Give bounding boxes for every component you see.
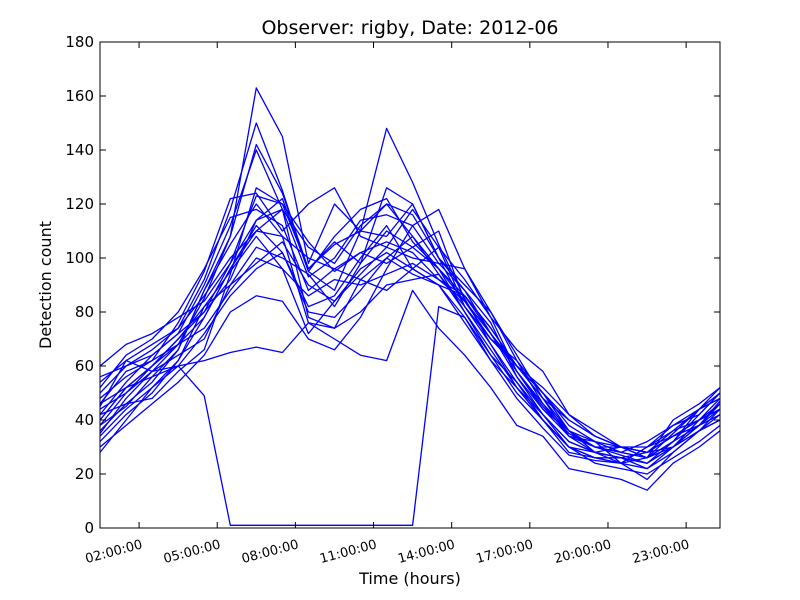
y-tick-label: 20 — [75, 465, 94, 483]
y-tick-label: 60 — [75, 357, 94, 375]
series-line-16 — [100, 208, 720, 459]
series-line-21 — [100, 203, 720, 454]
series-line-15 — [100, 289, 720, 491]
chart-title: Observer: rigby, Date: 2012-06 — [261, 17, 558, 39]
series-line-19 — [100, 208, 720, 464]
series-line-22 — [100, 241, 720, 464]
y-axis-label: Detection count — [36, 221, 55, 349]
y-tick-label: 160 — [65, 87, 94, 105]
y-tick-label: 120 — [65, 195, 94, 213]
y-tick-label: 80 — [75, 303, 94, 321]
y-tick-label: 180 — [65, 33, 94, 51]
y-tick-label: 0 — [84, 519, 94, 537]
series-group — [100, 87, 720, 526]
plot-frame — [99, 41, 721, 529]
y-tick-label: 140 — [65, 141, 94, 159]
y-tick-label: 40 — [75, 411, 94, 429]
x-axis-label: Time (hours) — [358, 569, 461, 588]
y-tick-label: 100 — [65, 249, 94, 267]
